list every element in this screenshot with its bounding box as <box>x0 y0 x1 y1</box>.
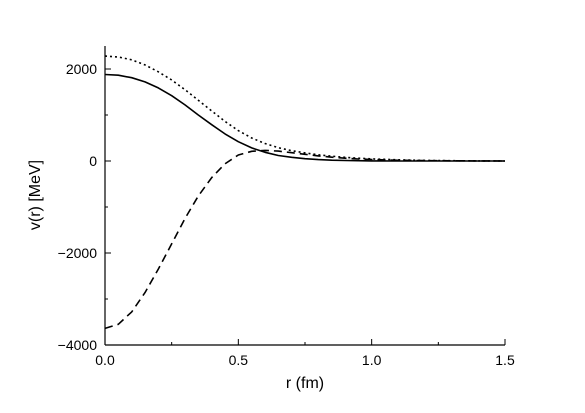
y-tick-label: 0 <box>89 153 97 169</box>
x-tick-labels: 0.0 0.5 1.0 1.5 <box>95 352 515 368</box>
plot-area: 0.0 0.5 1.0 1.5 −4000 −2000 0 2000 <box>58 46 515 368</box>
y-axis-label: v(r) [MeV] <box>27 160 44 230</box>
series-line-dotted <box>104 55 506 162</box>
series-lines <box>104 55 506 330</box>
x-tick-label: 0.0 <box>95 352 115 368</box>
x-tick-label: 1.0 <box>362 352 382 368</box>
series-line-solid <box>104 73 505 162</box>
series-line-dashed <box>104 149 506 330</box>
y-ticks <box>105 68 111 346</box>
x-tick-label: 1.5 <box>495 352 515 368</box>
y-tick-label: 2000 <box>66 61 97 77</box>
x-axis-label: r (fm) <box>286 375 324 392</box>
x-ticks <box>104 339 506 345</box>
y-tick-labels: −4000 −2000 0 2000 <box>58 61 98 353</box>
y-tick-label: −2000 <box>58 245 98 261</box>
x-tick-label: 0.5 <box>229 352 249 368</box>
y-tick-label: −4000 <box>58 337 98 353</box>
